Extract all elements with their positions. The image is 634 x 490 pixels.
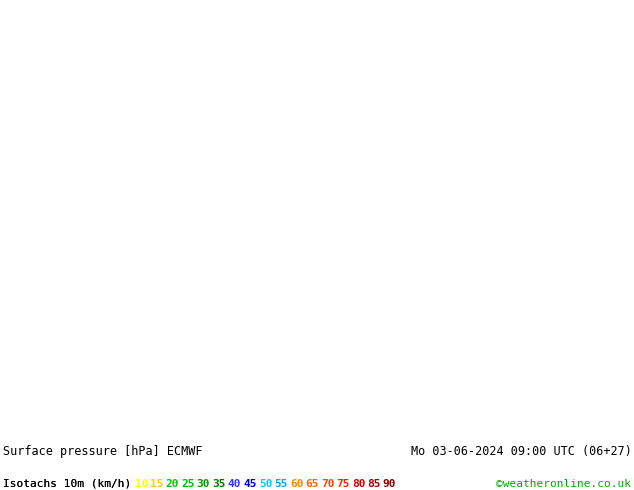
Text: 15: 15 [150, 479, 164, 489]
Text: 90: 90 [383, 479, 396, 489]
Text: 65: 65 [306, 479, 319, 489]
Text: 50: 50 [259, 479, 272, 489]
Text: 60: 60 [290, 479, 303, 489]
Text: 85: 85 [367, 479, 381, 489]
Text: Isotachs 10m (km/h): Isotachs 10m (km/h) [3, 479, 131, 489]
Text: 20: 20 [165, 479, 179, 489]
Text: 35: 35 [212, 479, 226, 489]
Text: 55: 55 [275, 479, 288, 489]
Text: 25: 25 [181, 479, 195, 489]
Text: Mo 03-06-2024 09:00 UTC (06+27): Mo 03-06-2024 09:00 UTC (06+27) [411, 445, 631, 458]
Text: 10: 10 [135, 479, 148, 489]
Text: 80: 80 [352, 479, 365, 489]
Text: 75: 75 [336, 479, 350, 489]
Text: Isotachs 10m (km/h): Isotachs 10m (km/h) [3, 479, 131, 489]
Text: 40: 40 [228, 479, 242, 489]
Text: ©weatheronline.co.uk: ©weatheronline.co.uk [496, 479, 631, 489]
Text: 45: 45 [243, 479, 257, 489]
Text: Surface pressure [hPa] ECMWF: Surface pressure [hPa] ECMWF [3, 445, 202, 458]
Text: 30: 30 [197, 479, 210, 489]
Text: 70: 70 [321, 479, 334, 489]
